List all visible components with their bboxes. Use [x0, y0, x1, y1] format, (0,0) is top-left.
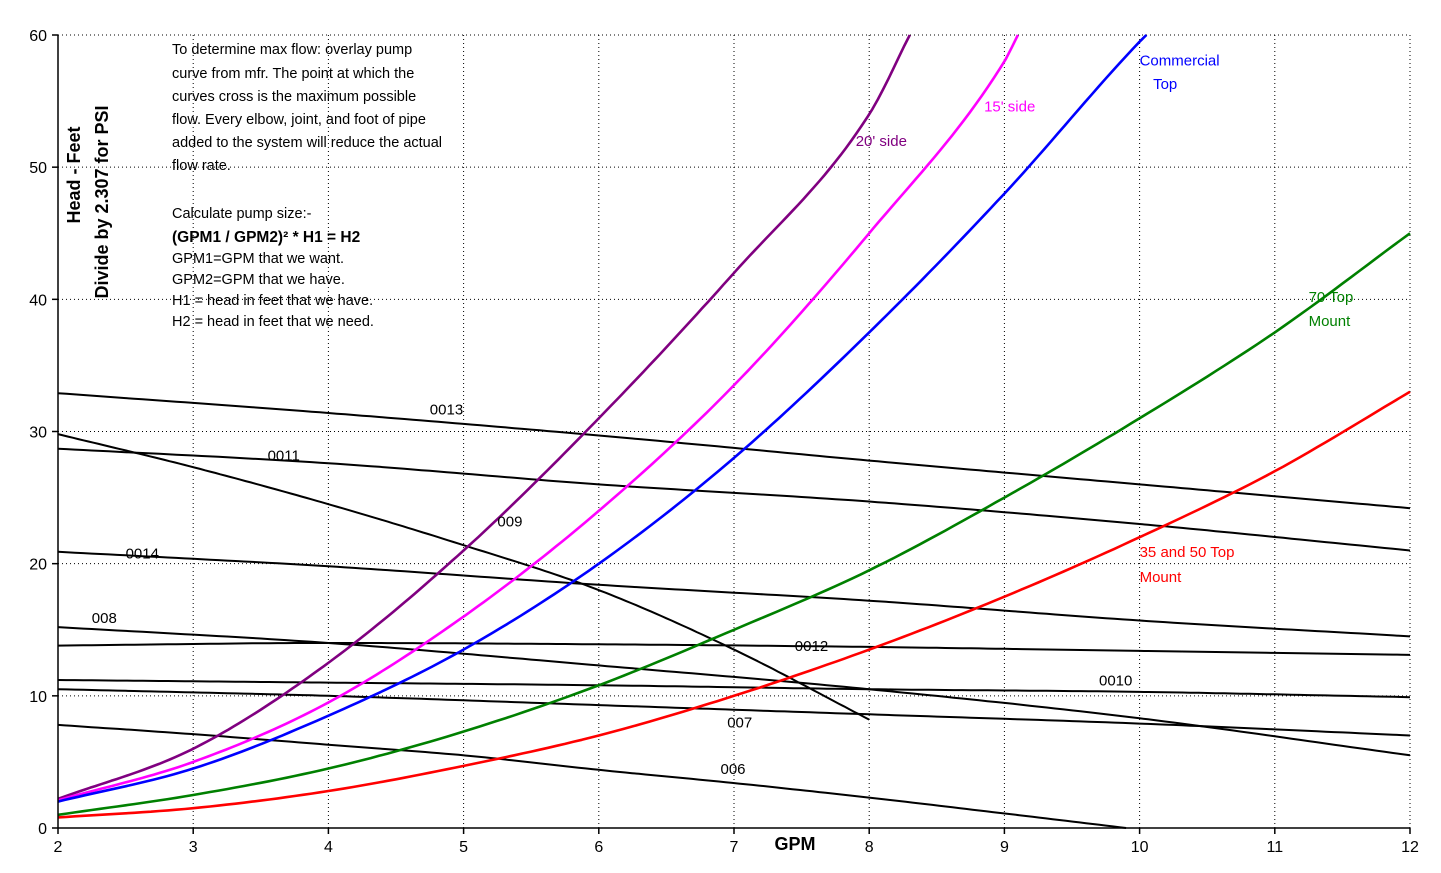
pump-curve-label-1: 0011 — [268, 448, 300, 465]
x-axis-title: GPM — [774, 834, 815, 854]
note-formula: (GPM1 / GPM2)² * H1 = H2 — [172, 229, 360, 246]
x-tick-label-8: 10 — [1131, 839, 1149, 856]
x-tick-label-7: 9 — [1000, 839, 1009, 856]
y-tick-label-0: 0 — [38, 821, 47, 838]
pump-curve-label-7: 007 — [727, 715, 752, 732]
x-tick-label-9: 11 — [1266, 839, 1283, 856]
y-tick-label-5: 50 — [29, 160, 47, 177]
system-curve-label-3: 70 Top Mount — [1309, 289, 1354, 330]
pump-curve-8 — [57, 723, 1127, 829]
y-tick-label-6: 60 — [29, 28, 47, 45]
axes: 2 3 4 5 6 7 8 9 10 11 12 0 10 20 30 40 50 60 — [29, 28, 1419, 856]
pump-curve-3 — [57, 550, 1411, 638]
y-tick-label-4: 40 — [29, 292, 47, 309]
system-curve-3 — [57, 232, 1411, 817]
note-line-3: curves cross is the maximum possible — [172, 89, 416, 105]
note-line-13: H2 = head in feet that we need. — [172, 314, 374, 330]
system-curve-4 — [57, 390, 1411, 819]
note-line-1: To determine max flow: overlay pump — [172, 42, 412, 58]
x-tick-label-0: 2 — [54, 839, 63, 856]
y-tick-label-1: 10 — [29, 689, 47, 706]
system-curve-1 — [57, 34, 1020, 802]
system-curve-label-2: Commercial Top — [1140, 52, 1220, 93]
pump-curve-label-5: 0012 — [795, 638, 828, 655]
system-curve-2 — [57, 34, 1148, 803]
pump-curve-label-3: 0014 — [126, 545, 159, 562]
system-curve-label-4: 35 and 50 Top Mount — [1140, 544, 1235, 586]
pump-curve-label-8: 006 — [721, 761, 746, 778]
system-curve-label-0: 20' side — [856, 133, 907, 150]
system-curve-label-1: 15' side — [984, 99, 1035, 116]
note-line-5: added to the system will reduce the actu… — [172, 135, 442, 151]
pump-curve-label-0: 0013 — [430, 401, 463, 418]
y-axis-title-psi: Divide by 2.307 for PSI — [92, 105, 112, 298]
x-tick-label-3: 5 — [459, 839, 468, 856]
curves — [57, 34, 1411, 829]
pump-curve-1 — [57, 447, 1411, 552]
pump-curve-label-4: 008 — [92, 610, 117, 627]
pump-curve-4 — [57, 626, 1411, 757]
pump-curve-5 — [57, 642, 1411, 656]
system-curve-0 — [57, 34, 911, 801]
y-tick-label-2: 20 — [29, 557, 47, 574]
labels: 0013 0011 009 0014 008 0012 0010 007 006 20' side… — [92, 52, 1354, 777]
y-axis-title: Head - Feet — [64, 126, 84, 223]
x-tick-label-2: 4 — [324, 839, 333, 856]
pump-curve-label-6: 0010 — [1099, 672, 1132, 689]
note-line-12: H1 = head in feet that we have. — [172, 293, 373, 309]
note-line-8: Calculate pump size:- — [172, 206, 312, 222]
x-tick-label-6: 8 — [865, 839, 874, 856]
pump-curve-0 — [57, 392, 1411, 510]
x-tick-label-1: 3 — [189, 839, 198, 856]
pump-curve-2 — [57, 433, 870, 721]
pump-curve-6 — [57, 679, 1411, 699]
x-tick-label-5: 7 — [730, 839, 739, 856]
note-line-11: GPM2=GPM that we have. — [172, 272, 345, 288]
x-tick-label-10: 12 — [1401, 839, 1419, 856]
note-line-4: flow. Every elbow, joint, and foot of pi… — [172, 112, 426, 128]
note-line-10: GPM1=GPM that we want. — [172, 251, 344, 267]
note-line-2: curve from mfr. The point at which the — [172, 66, 414, 82]
y-tick-label-3: 30 — [29, 425, 47, 442]
note-line-6: flow rate. — [172, 158, 231, 174]
instructions-note: To determine max flow: overlay pump curv… — [172, 42, 442, 330]
pump-curve-label-2: 009 — [497, 514, 522, 531]
x-tick-label-4: 6 — [594, 839, 603, 856]
